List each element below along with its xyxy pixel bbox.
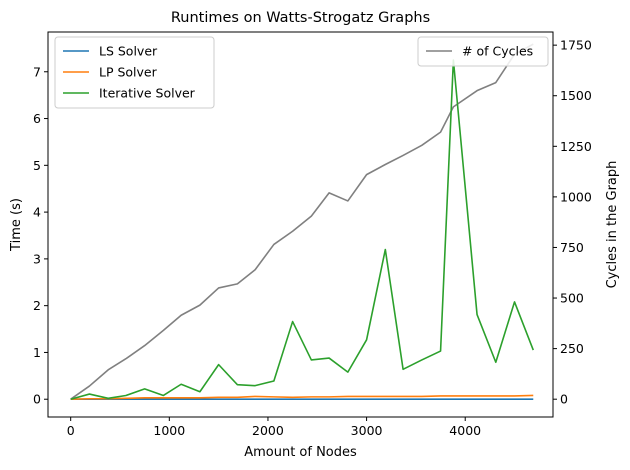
legend-label-iterative-solver: Iterative Solver	[99, 86, 196, 101]
y-right-tick-label: 1000	[560, 189, 592, 204]
x-tick-label: 4000	[449, 423, 481, 438]
legend-label-ls-solver: LS Solver	[99, 44, 158, 59]
x-axis: 0 1000 2000 3000 4000	[67, 417, 481, 438]
legend-left: LS Solver LP Solver Iterative Solver	[54, 36, 215, 109]
plot-series	[70, 43, 535, 401]
plot-frame	[47, 31, 554, 418]
y-axis-left: 0 1 2 3 4 5 6 7	[33, 64, 48, 407]
x-tick-label: 0	[67, 423, 75, 438]
x-tick-label: 1000	[153, 423, 185, 438]
legend-frame	[54, 36, 215, 109]
y-tick-label: 2	[33, 298, 41, 313]
y-right-tick-label: 1500	[560, 88, 592, 103]
x-tick-label: 2000	[252, 423, 284, 438]
y-right-tick-label: 1750	[560, 38, 592, 53]
y-tick-label: 1	[33, 345, 41, 360]
y-right-tick-label: 500	[560, 291, 584, 306]
y-axis-right: 0 250 500 750 1000 1250 1500 1750	[553, 38, 592, 407]
y-tick-label: 5	[33, 158, 41, 173]
y-tick-label: 7	[33, 64, 41, 79]
x-tick-label: 3000	[351, 423, 383, 438]
y-right-tick-label: 250	[560, 341, 584, 356]
y-axis-label: Time (s)	[9, 198, 24, 252]
y-right-tick-label: 0	[560, 392, 568, 407]
y-tick-label: 4	[33, 205, 41, 220]
y-right-tick-label: 1250	[560, 139, 592, 154]
y-tick-label: 3	[33, 251, 41, 266]
chart-title: Runtimes on Watts-Strogatz Graphs	[171, 10, 430, 26]
y-right-tick-label: 750	[560, 240, 584, 255]
y-axis-right-label: Cycles in the Graph	[605, 161, 620, 289]
x-axis-label: Amount of Nodes	[244, 445, 357, 460]
series-line-lp-solver	[70, 394, 534, 401]
legend-label-lp-solver: LP Solver	[99, 65, 158, 80]
series-line-iterative-solver	[70, 59, 535, 400]
legend-label-of-cycles: # of Cycles	[462, 44, 533, 59]
y-tick-label: 6	[33, 111, 41, 126]
legend-right: # of Cycles	[417, 36, 549, 67]
legend-frame	[417, 36, 549, 67]
y-tick-label: 0	[33, 392, 41, 407]
